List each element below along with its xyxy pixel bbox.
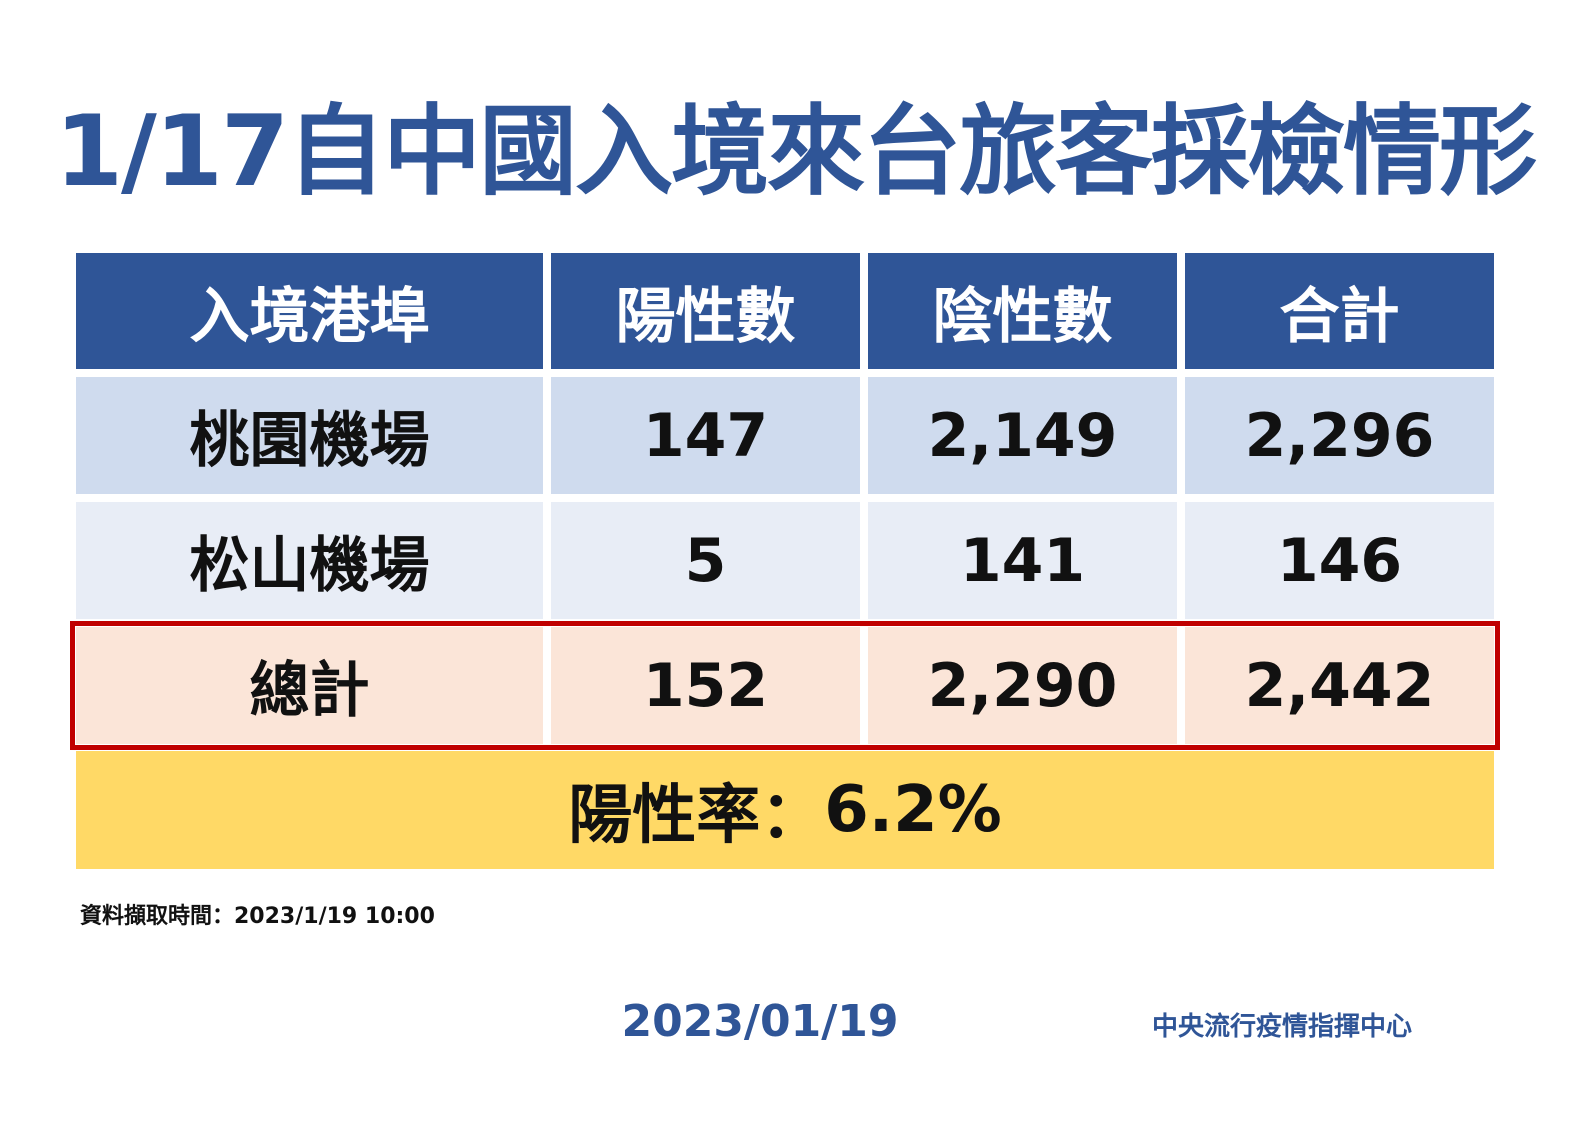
port-name: 桃園機場 <box>76 377 543 494</box>
total-positive: 152 <box>551 627 860 744</box>
port-name: 松山機場 <box>76 502 543 619</box>
total-count: 2,296 <box>1185 377 1494 494</box>
positivity-value: 6.2% <box>824 773 1002 847</box>
positive-count: 5 <box>551 502 860 619</box>
header-negative: 陰性數 <box>868 253 1177 369</box>
header-total: 合計 <box>1185 253 1494 369</box>
total-row-highlight: 總計 152 2,290 2,442 <box>70 621 1500 750</box>
total-negative: 2,290 <box>868 627 1177 744</box>
negative-count: 2,149 <box>868 377 1177 494</box>
footer-date: 2023/01/19 <box>621 996 899 1047</box>
header-port: 入境港埠 <box>76 253 543 369</box>
total-count: 146 <box>1185 502 1494 619</box>
table-row: 桃園機場 147 2,149 2,296 <box>76 377 1494 494</box>
page-title: 1/17自中國入境來台旅客採檢情形 <box>54 95 1537 209</box>
grand-total: 2,442 <box>1185 627 1494 744</box>
total-label: 總計 <box>76 627 543 744</box>
testing-results-table: 入境港埠 陽性數 陰性數 合計 桃園機場 147 2,149 2,296 松山機… <box>70 253 1500 750</box>
table-total-row: 總計 152 2,290 2,442 <box>76 627 1494 744</box>
header-positive: 陽性數 <box>551 253 860 369</box>
data-timestamp: 資料擷取時間：2023/1/19 10:00 <box>80 904 435 929</box>
positive-count: 147 <box>551 377 860 494</box>
table-header-row: 入境港埠 陽性數 陰性數 合計 <box>76 253 1494 369</box>
positivity-label: 陽性率： <box>568 779 825 853</box>
negative-count: 141 <box>868 502 1177 619</box>
footer-organization: 中央流行疫情指揮中心 <box>1152 1012 1413 1042</box>
table-row: 松山機場 5 141 146 <box>76 502 1494 619</box>
positivity-rate-bar: 陽性率： 6.2% <box>76 751 1494 869</box>
